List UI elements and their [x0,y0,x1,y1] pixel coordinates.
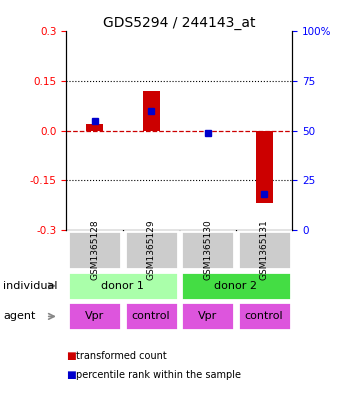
Bar [68,272,178,300]
Bar [238,303,291,331]
Text: Vpr: Vpr [198,311,217,321]
Text: GSM1365128: GSM1365128 [90,220,99,280]
Text: GSM1365130: GSM1365130 [203,220,212,280]
Bar [181,303,234,331]
Bar [68,303,121,331]
Title: GDS5294 / 244143_at: GDS5294 / 244143_at [103,17,256,30]
Text: percentile rank within the sample: percentile rank within the sample [76,370,241,380]
Text: Vpr: Vpr [85,311,104,321]
Text: transformed count: transformed count [76,351,167,361]
Bar [86,124,103,130]
Bar [181,272,291,300]
Bar [68,231,121,269]
Bar [256,130,273,204]
Text: GSM1365129: GSM1365129 [147,220,156,280]
Text: ■: ■ [66,351,76,361]
Text: individual: individual [3,281,58,291]
Bar [238,231,291,269]
Bar [181,231,234,269]
Bar [142,91,159,130]
Text: control: control [245,311,284,321]
Text: donor 1: donor 1 [101,281,144,291]
Bar [124,303,178,331]
Text: GSM1365131: GSM1365131 [260,220,269,280]
Text: ■: ■ [66,370,76,380]
Text: control: control [132,311,170,321]
Bar [124,231,178,269]
Text: donor 2: donor 2 [215,281,257,291]
Text: agent: agent [3,311,36,321]
